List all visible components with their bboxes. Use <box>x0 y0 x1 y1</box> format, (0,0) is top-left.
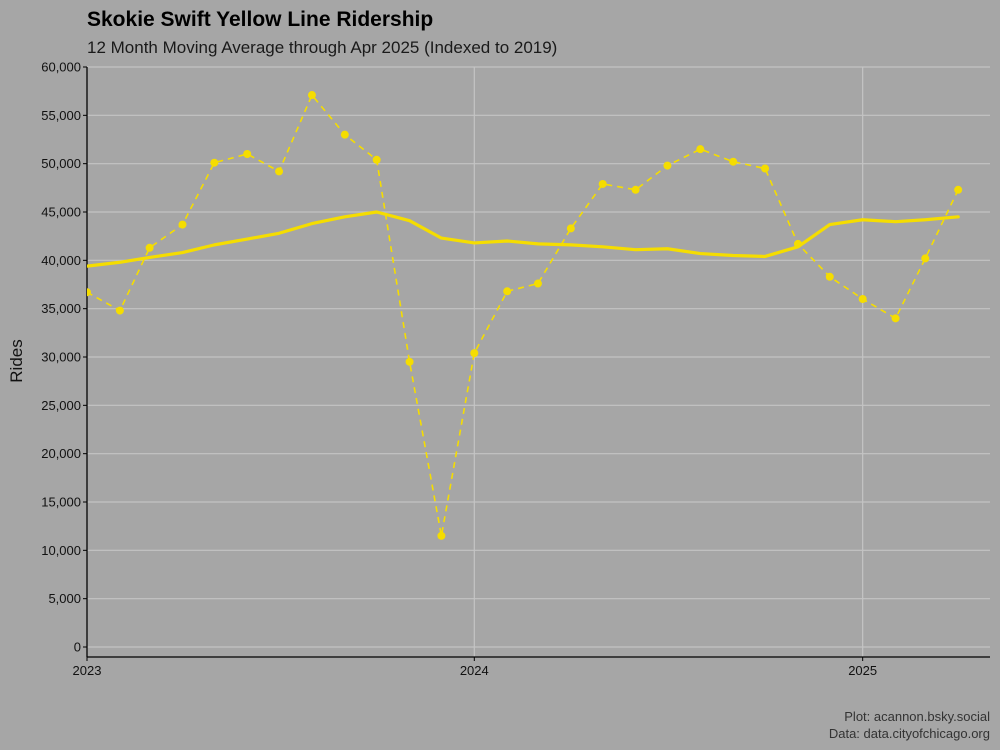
monthly-data-point <box>533 279 542 288</box>
monthly-data-point <box>372 155 381 164</box>
moving-average-line <box>87 210 960 268</box>
monthly-data-point <box>178 220 187 229</box>
monthly-data-point <box>275 167 284 176</box>
series-layer <box>87 91 963 540</box>
y-tick-label: 20,000 <box>41 446 81 461</box>
x-tick-label: 2025 <box>848 663 877 678</box>
x-tick-label: 2024 <box>460 663 489 678</box>
monthly-data-point <box>858 295 867 303</box>
monthly-data-point <box>663 161 672 170</box>
monthly-data-point <box>145 243 154 252</box>
y-tick-label: 40,000 <box>41 253 81 268</box>
monthly-data-point <box>210 158 219 167</box>
y-tick-label: 10,000 <box>41 543 81 558</box>
monthly-data-point <box>503 287 512 296</box>
monthly-data-point <box>761 164 770 173</box>
monthly-data-point <box>566 224 575 233</box>
y-tick-label: 30,000 <box>41 350 81 365</box>
y-tick-label: 0 <box>74 640 81 655</box>
y-tick-label: 50,000 <box>41 156 81 171</box>
monthly-data-point <box>631 185 640 194</box>
monthly-data-point <box>470 349 479 358</box>
monthly-data-point <box>307 91 316 100</box>
monthly-data-point <box>598 179 607 188</box>
y-tick-label: 25,000 <box>41 398 81 413</box>
caption-line-data: Data: data.cityofchicago.org <box>829 726 990 741</box>
monthly-dashed-line <box>87 93 959 536</box>
monthly-data-point <box>696 145 705 154</box>
y-tick-label: 5,000 <box>48 591 81 606</box>
y-tick-label: 45,000 <box>41 205 81 220</box>
y-axis-title: Rides <box>7 339 26 382</box>
chart-title: Skokie Swift Yellow Line Ridership <box>87 8 433 31</box>
monthly-data-point <box>243 150 252 158</box>
label-layer: 0 5,000 10,000 15,000 20,000 25,000 30,000 35,0… <box>41 60 877 679</box>
monthly-data-point <box>437 531 446 540</box>
y-tick-label: 60,000 <box>41 60 81 75</box>
monthly-data-point <box>405 357 414 366</box>
monthly-data-point <box>729 157 738 166</box>
y-tick-label: 55,000 <box>41 108 81 123</box>
y-tick-label: 15,000 <box>41 495 81 510</box>
chart-subtitle: 12 Month Moving Average through Apr 2025… <box>87 38 557 57</box>
monthly-data-point <box>825 272 834 281</box>
monthly-data-point <box>921 254 930 263</box>
x-tick-label: 2023 <box>73 663 102 678</box>
monthly-data-point <box>87 288 91 297</box>
monthly-data-point <box>115 306 124 315</box>
monthly-data-point <box>340 130 349 139</box>
axis-layer <box>83 66 990 661</box>
monthly-data-point <box>891 314 900 323</box>
monthly-data-point <box>954 185 963 194</box>
caption-line-plot: Plot: acannon.bsky.social <box>844 709 990 724</box>
y-tick-label: 35,000 <box>41 301 81 316</box>
